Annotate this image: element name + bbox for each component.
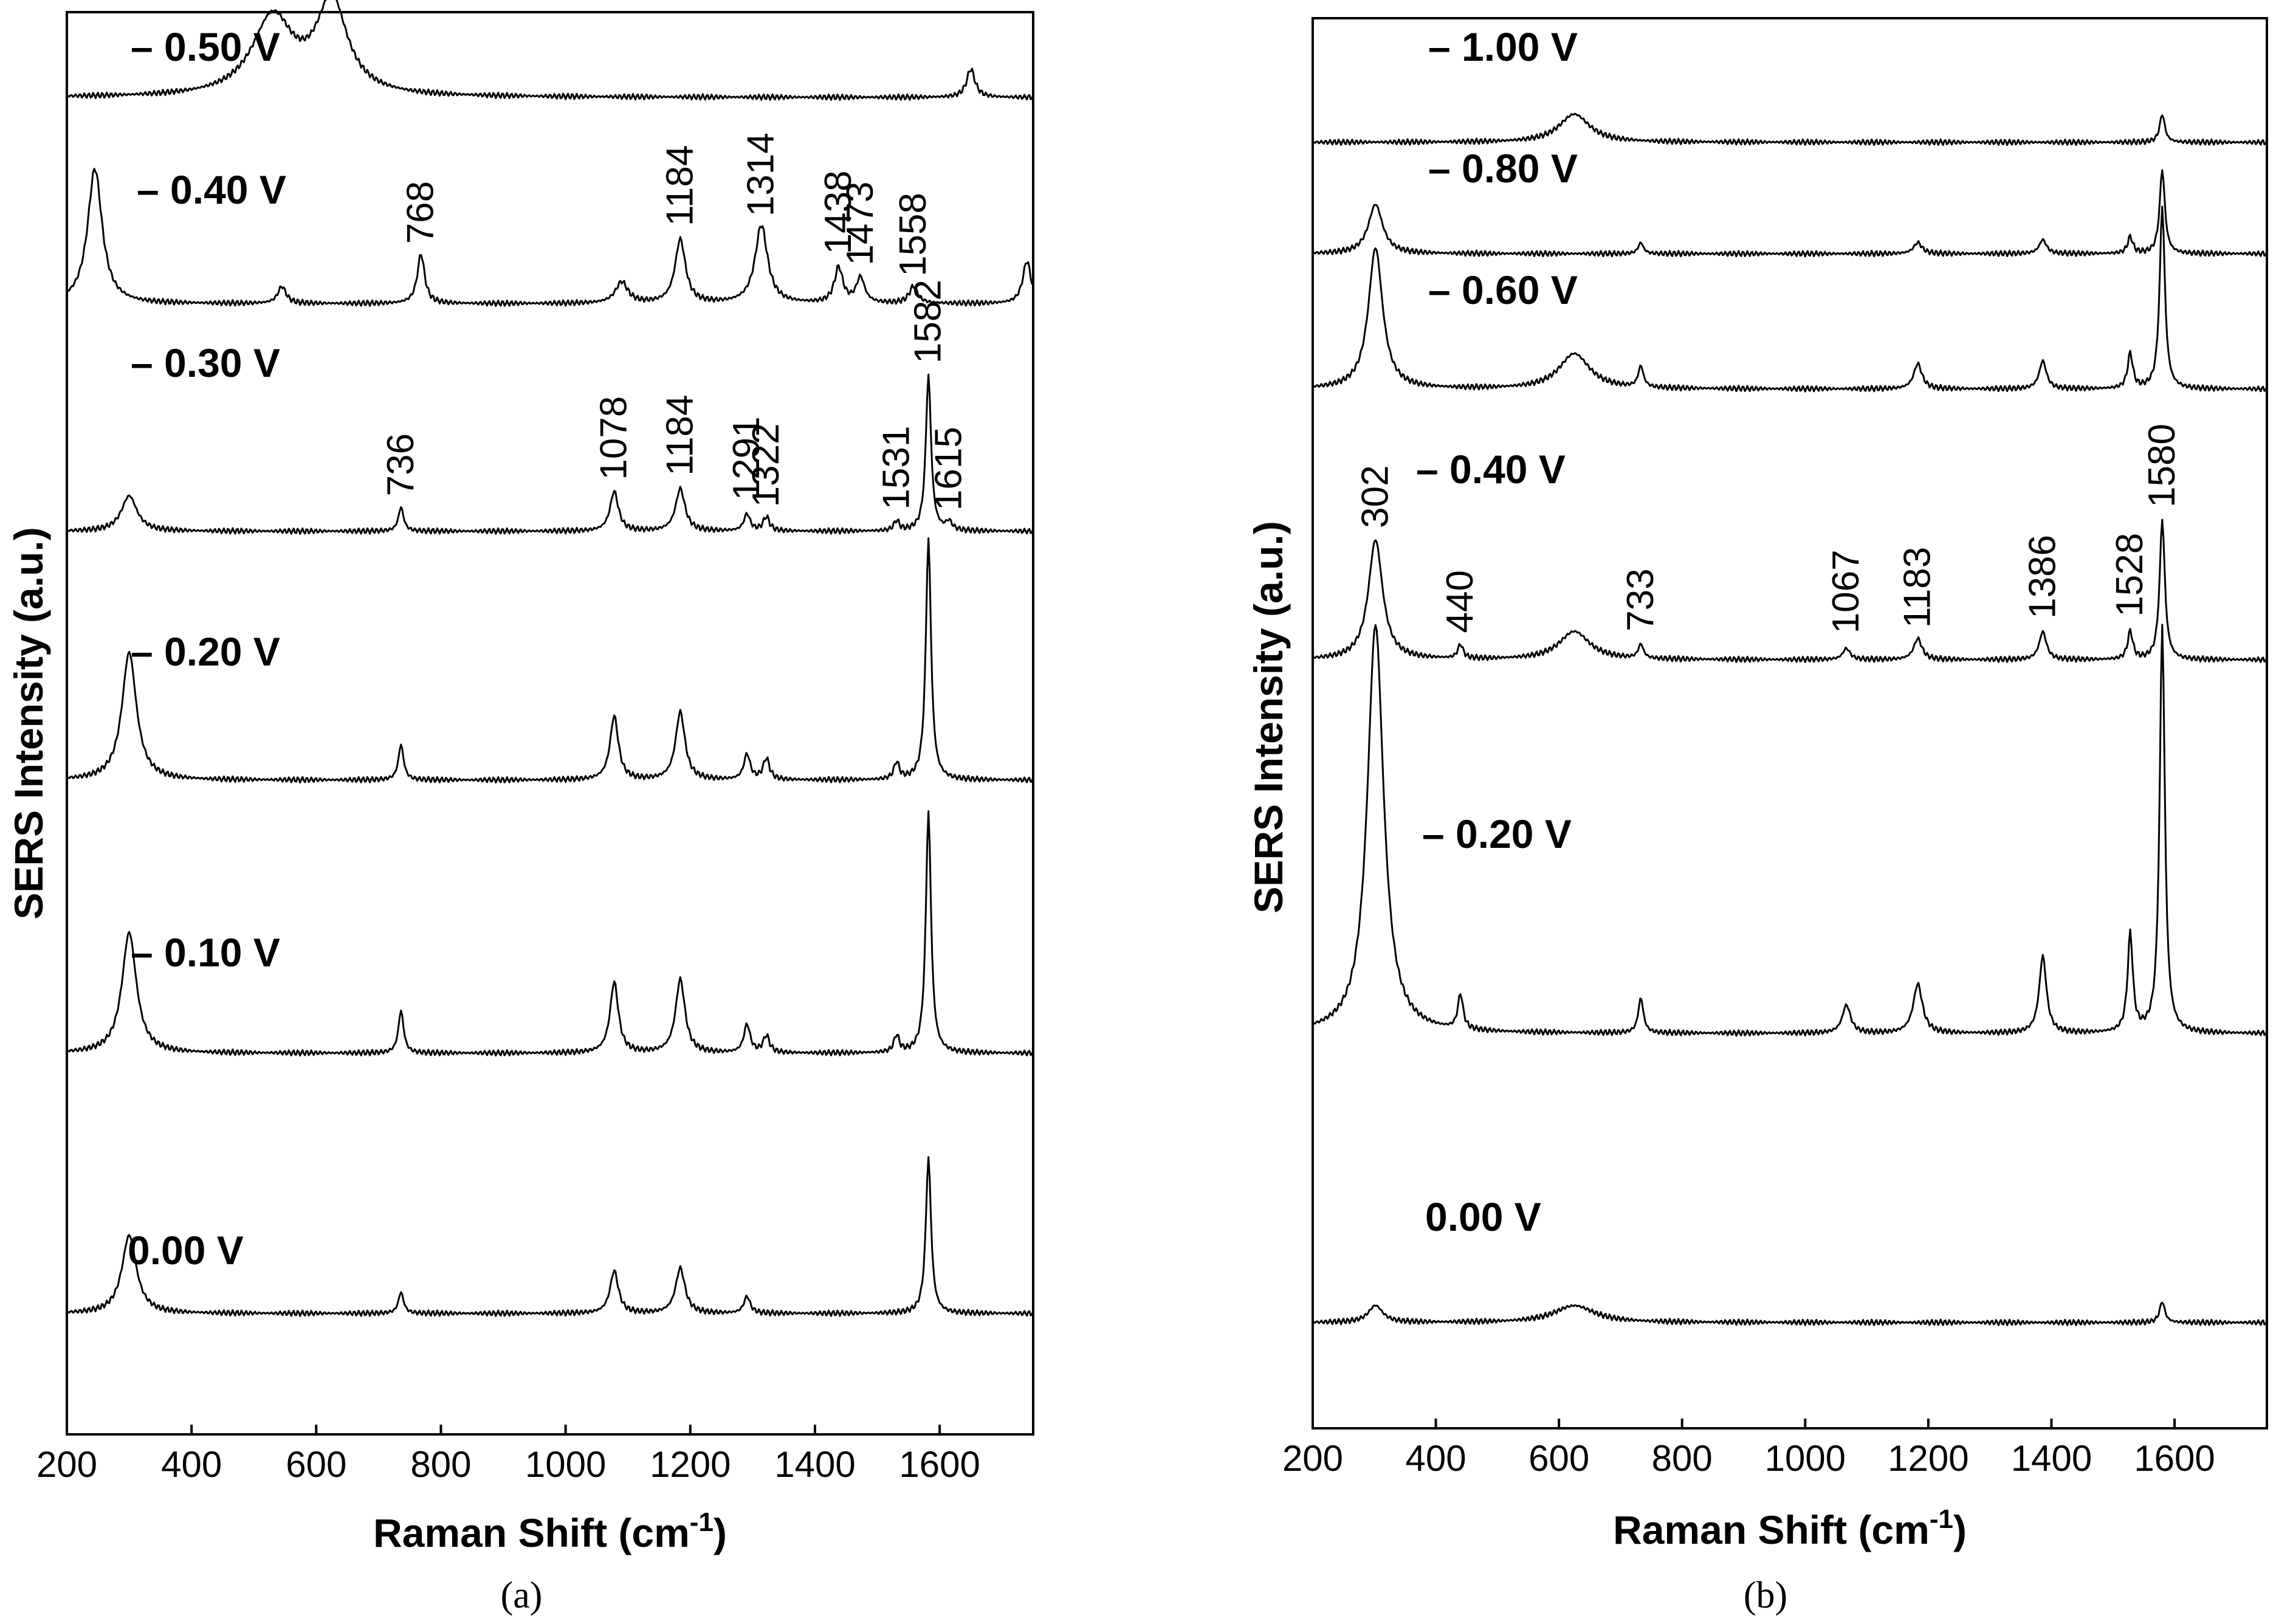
panel-label: (b) bbox=[1744, 1575, 1787, 1616]
spectrum-line bbox=[66, 810, 1034, 1057]
spectrum-line bbox=[1312, 112, 2268, 146]
voltage-label: – 0.60 V bbox=[1428, 267, 1578, 312]
x-ticks bbox=[66, 1425, 941, 1434]
panel-a: 200 400 600 800 1000 1200 1400 1600 768 1184 1314… bbox=[6, 0, 1034, 1616]
voltage-label: 0.00 V bbox=[1425, 1194, 1541, 1239]
x-axis-title: Raman Shift (cm-1) bbox=[373, 1507, 727, 1555]
peak-label: 1386 bbox=[2021, 535, 2063, 619]
spectrum-line bbox=[1312, 518, 2268, 663]
spectrum-line bbox=[66, 0, 1034, 101]
voltage-labels: – 0.50 V – 0.40 V – 0.30 V – 0.20 V – 0.10 V… bbox=[128, 24, 286, 1273]
voltage-label: – 0.20 V bbox=[1422, 811, 1572, 856]
voltage-label: 0.00 V bbox=[128, 1228, 244, 1273]
x-tick-label: 800 bbox=[410, 1444, 471, 1485]
spectrum-line bbox=[1312, 1301, 2268, 1326]
peak-label: 1473 bbox=[839, 182, 881, 266]
spectrum-line bbox=[66, 537, 1034, 784]
plot-frame bbox=[1312, 17, 2268, 1430]
voltage-labels: – 1.00 V – 0.80 V – 0.60 V – 0.40 V – 0.20 V… bbox=[1416, 24, 1578, 1239]
peak-label: 1528 bbox=[2109, 533, 2151, 617]
x-tick-label: 1000 bbox=[525, 1444, 606, 1485]
spectra bbox=[66, 0, 1034, 1317]
peak-label: 1322 bbox=[745, 423, 787, 507]
x-tick-label: 200 bbox=[1282, 1438, 1343, 1479]
x-tick-labels: 200 400 600 800 1000 1200 1400 1600 bbox=[1282, 1438, 2215, 1479]
spectrum-line bbox=[1312, 205, 2268, 393]
peak-label: 736 bbox=[380, 433, 422, 496]
peak-label: 440 bbox=[1439, 570, 1481, 633]
spectrum-line bbox=[66, 1156, 1034, 1317]
peak-label: 1078 bbox=[593, 396, 635, 480]
x-tick-label: 1400 bbox=[2011, 1438, 2092, 1479]
spectrum-line bbox=[1312, 169, 2268, 258]
x-tick-label: 1000 bbox=[1765, 1438, 1846, 1479]
peak-label: 1580 bbox=[2141, 424, 2183, 507]
peak-label: 1184 bbox=[659, 145, 701, 226]
peak-label: 1184 bbox=[659, 394, 701, 475]
x-tick-label: 800 bbox=[1652, 1438, 1713, 1479]
voltage-label: – 1.00 V bbox=[1428, 24, 1578, 69]
x-ticks bbox=[1312, 1419, 2176, 1428]
panel-b: 200 400 600 800 1000 1200 1400 1600 302 440 733 10… bbox=[1246, 17, 2268, 1616]
voltage-label: – 0.80 V bbox=[1428, 146, 1578, 191]
voltage-label: – 0.20 V bbox=[131, 629, 280, 674]
peak-label: 768 bbox=[400, 181, 442, 244]
spectrum-line bbox=[1312, 624, 2268, 1037]
peak-label: 1582 bbox=[907, 280, 949, 363]
spectrum-line bbox=[66, 373, 1034, 535]
x-tick-label: 600 bbox=[286, 1444, 346, 1485]
peak-label: 1531 bbox=[875, 426, 917, 510]
x-tick-label: 200 bbox=[36, 1444, 97, 1485]
voltage-label: – 0.30 V bbox=[131, 340, 280, 385]
peak-label: 1615 bbox=[928, 427, 970, 511]
peak-label: 302 bbox=[1354, 465, 1396, 528]
x-tick-labels: 200 400 600 800 1000 1200 1400 1600 bbox=[36, 1444, 980, 1485]
x-tick-label: 1600 bbox=[2134, 1438, 2215, 1479]
voltage-label: – 0.50 V bbox=[131, 24, 280, 69]
plot-frame bbox=[66, 11, 1034, 1436]
x-tick-label: 1600 bbox=[899, 1444, 980, 1485]
x-tick-label: 600 bbox=[1528, 1438, 1589, 1479]
x-tick-label: 1200 bbox=[1888, 1438, 1968, 1479]
voltage-label: – 0.10 V bbox=[131, 930, 280, 975]
spectra bbox=[1312, 112, 2268, 1326]
peak-label: 1438 bbox=[817, 170, 859, 254]
y-axis-title: SERS Intensity (a.u.) bbox=[1246, 521, 1291, 913]
x-tick-label: 1200 bbox=[650, 1444, 731, 1485]
x-tick-label: 400 bbox=[161, 1444, 222, 1485]
peak-label: 1558 bbox=[892, 193, 934, 277]
peak-labels: 302 440 733 1067 1183 1386 1528 1580 bbox=[1354, 424, 2183, 633]
peak-label: 1314 bbox=[740, 132, 782, 216]
y-axis-title: SERS Intensity (a.u.) bbox=[6, 527, 51, 919]
peak-label: 1067 bbox=[1825, 549, 1867, 633]
peak-label: 1183 bbox=[1897, 547, 1939, 628]
peak-label: 1291 bbox=[726, 416, 768, 500]
x-axis-title: Raman Shift (cm-1) bbox=[1613, 1504, 1967, 1552]
voltage-label: – 0.40 V bbox=[1416, 447, 1566, 492]
peak-label: 733 bbox=[1620, 568, 1662, 631]
x-tick-label: 400 bbox=[1406, 1438, 1466, 1479]
voltage-label: – 0.40 V bbox=[137, 167, 286, 212]
x-tick-label: 1400 bbox=[774, 1444, 855, 1485]
panel-label: (a) bbox=[501, 1575, 543, 1616]
spectrum-line bbox=[66, 168, 1034, 307]
